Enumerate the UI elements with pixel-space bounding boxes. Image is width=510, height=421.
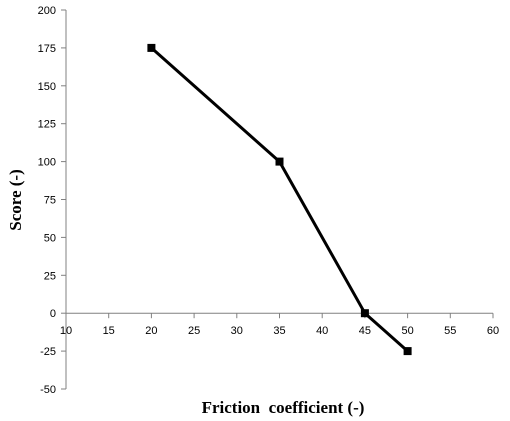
x-tick-label: 20 (145, 325, 157, 337)
x-tick-label: 55 (444, 325, 456, 337)
y-tick-label: 100 (38, 157, 56, 169)
data-point-marker (403, 347, 412, 356)
data-point-marker (275, 157, 284, 166)
x-tick-label: 15 (103, 325, 115, 337)
series-line (150, 46, 409, 353)
data-point-marker (360, 309, 369, 318)
x-axis-title: Friction coefficient (-) (202, 398, 365, 417)
x-tick-label: 50 (401, 325, 413, 337)
data-point-marker (147, 43, 156, 52)
y-tick-label: 75 (44, 195, 56, 207)
x-tick-label: 45 (359, 325, 371, 337)
x-tick-label: 30 (231, 325, 243, 337)
y-tick-label: 175 (38, 43, 56, 55)
x-tick-label: 35 (273, 325, 285, 337)
y-axis-title: Score (-) (6, 169, 25, 231)
x-tick-label: 25 (188, 325, 200, 337)
y-tick-label: -50 (40, 384, 56, 396)
ticks: -50 -25 0 25 50 75 100 125 150 175 200 10 15 20 25 30 35… (38, 5, 499, 396)
y-tick-label: 0 (50, 308, 56, 320)
x-tick-label: 10 (60, 325, 72, 337)
y-tick-label: 50 (44, 232, 56, 244)
y-tick-label: -25 (40, 346, 56, 358)
y-tick-label: 200 (38, 5, 56, 17)
x-tick-label: 40 (316, 325, 328, 337)
y-tick-label: 25 (44, 270, 56, 282)
series (147, 43, 412, 356)
y-tick-label: 125 (38, 119, 56, 131)
x-tick-label: 60 (487, 325, 499, 337)
y-tick-label: 150 (38, 81, 56, 93)
